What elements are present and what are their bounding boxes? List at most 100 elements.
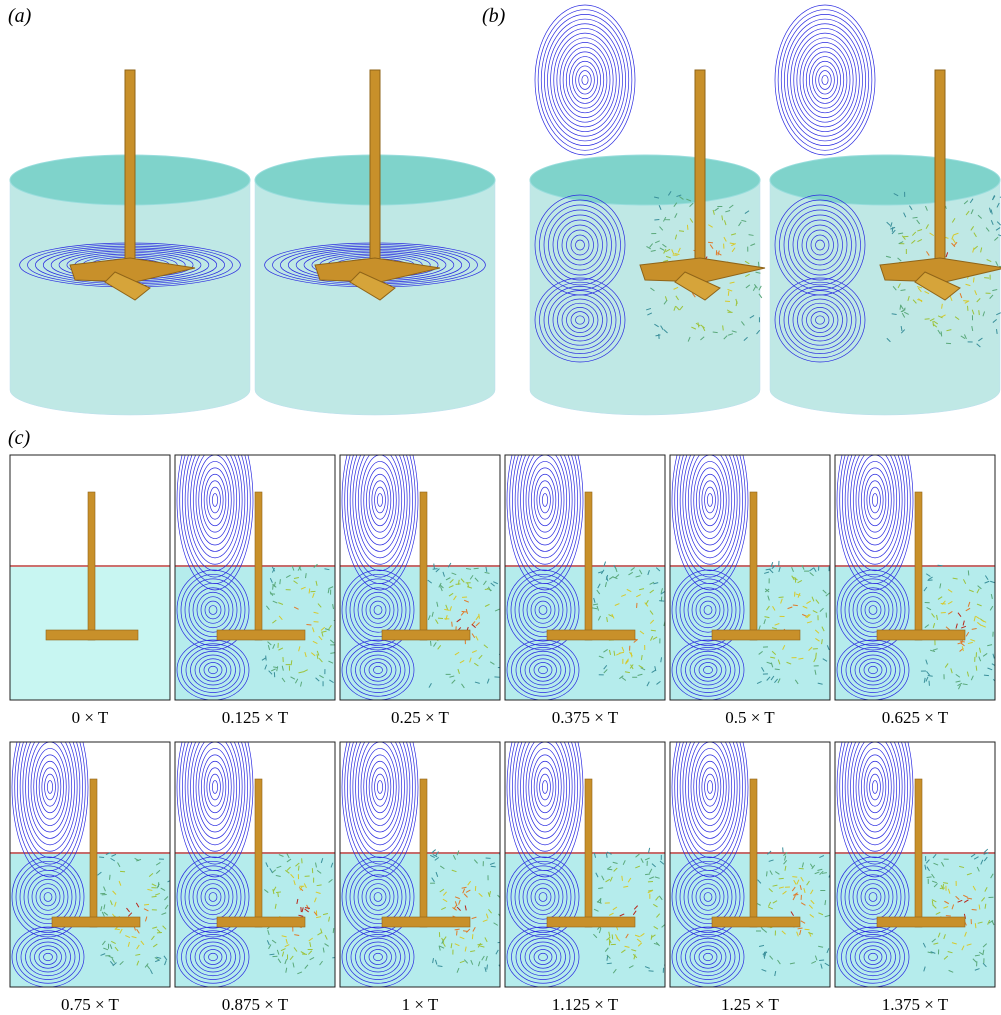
caption: 0.875 × T bbox=[222, 995, 289, 1014]
frame bbox=[340, 410, 503, 700]
streamline bbox=[809, 57, 840, 104]
frame bbox=[10, 697, 172, 987]
blade bbox=[46, 630, 138, 640]
streamline bbox=[775, 5, 875, 155]
frame bbox=[340, 697, 503, 987]
blade bbox=[217, 917, 305, 927]
tank bbox=[530, 5, 765, 415]
caption: 1 × T bbox=[402, 995, 439, 1014]
frame bbox=[175, 410, 339, 700]
flow-vector bbox=[474, 568, 479, 569]
flow-vector bbox=[799, 868, 804, 869]
streamline bbox=[566, 52, 604, 108]
caption: 0.5 × T bbox=[725, 708, 775, 727]
caption: 0.625 × T bbox=[882, 708, 949, 727]
flow-vector bbox=[976, 666, 977, 671]
streamline bbox=[800, 43, 850, 118]
flow-vector bbox=[280, 579, 281, 584]
flow-vector bbox=[612, 934, 613, 939]
panel-label: (a) bbox=[8, 5, 32, 27]
frame bbox=[835, 697, 999, 987]
flow-vector bbox=[925, 319, 930, 320]
tank-body bbox=[530, 180, 760, 415]
blade bbox=[877, 630, 965, 640]
shaft bbox=[750, 779, 757, 927]
streamline bbox=[788, 24, 863, 137]
flow-vector bbox=[973, 277, 974, 282]
caption: 0.125 × T bbox=[222, 708, 289, 727]
streamline bbox=[560, 43, 610, 118]
flow-vector bbox=[306, 573, 307, 578]
flow-vector bbox=[99, 857, 104, 858]
caption: 1.25 × T bbox=[721, 995, 780, 1014]
flow-vector bbox=[779, 878, 784, 879]
flow-vector bbox=[298, 866, 299, 871]
flow-vector bbox=[816, 653, 817, 658]
streamline bbox=[813, 61, 838, 99]
flow-vector bbox=[728, 291, 729, 296]
streamline bbox=[781, 14, 869, 145]
flow-vector bbox=[457, 930, 458, 935]
blade bbox=[547, 630, 635, 640]
caption: 0.75 × T bbox=[61, 995, 120, 1014]
streamline bbox=[557, 38, 613, 122]
flow-vector bbox=[452, 622, 453, 627]
tank bbox=[255, 70, 495, 415]
frame bbox=[175, 697, 337, 987]
streamline bbox=[791, 28, 860, 131]
shaft bbox=[88, 492, 95, 640]
flow-vector bbox=[805, 929, 810, 930]
flow-vector bbox=[491, 866, 496, 867]
flow-vector bbox=[687, 225, 688, 230]
flow-vector bbox=[927, 877, 932, 878]
flow-vector bbox=[110, 875, 111, 880]
shaft bbox=[750, 492, 757, 640]
flow-vector bbox=[665, 919, 670, 921]
flow-vector bbox=[291, 660, 292, 665]
streamline bbox=[579, 71, 592, 90]
shaft bbox=[255, 492, 262, 640]
shaft bbox=[935, 70, 945, 275]
blade bbox=[877, 917, 965, 927]
streamline bbox=[573, 61, 598, 99]
streamline bbox=[538, 10, 632, 151]
shaft bbox=[90, 779, 97, 927]
flow-vector bbox=[975, 923, 976, 928]
flow-vector bbox=[487, 965, 488, 970]
caption: 0 × T bbox=[72, 708, 109, 727]
flow-vector bbox=[485, 589, 490, 590]
streamline bbox=[551, 28, 620, 131]
blade bbox=[712, 917, 800, 927]
figure: (a) (b) (c) 0 × T0.125 × T0.25 × T0.375 … bbox=[0, 0, 1001, 1015]
flow-vector bbox=[334, 620, 339, 621]
flow-vector bbox=[651, 630, 656, 631]
flow-vector bbox=[792, 877, 797, 878]
streamline bbox=[797, 38, 853, 122]
shaft bbox=[420, 492, 427, 640]
flow-vector bbox=[276, 892, 281, 893]
flow-vector bbox=[779, 597, 784, 598]
flow-vector bbox=[431, 641, 432, 646]
shaft bbox=[915, 492, 922, 640]
tank bbox=[10, 70, 250, 415]
tank-body bbox=[770, 180, 1000, 415]
panel-label: (b) bbox=[482, 5, 506, 27]
blade bbox=[217, 630, 305, 640]
shaft bbox=[125, 70, 135, 275]
flow-vector bbox=[144, 904, 149, 905]
streamline bbox=[778, 10, 872, 151]
flow-vector bbox=[273, 585, 274, 590]
flow-vector bbox=[984, 675, 989, 676]
shaft bbox=[370, 70, 380, 275]
blade bbox=[52, 917, 140, 927]
flow-vector bbox=[631, 652, 632, 657]
flow-vector bbox=[723, 325, 724, 330]
frame bbox=[10, 455, 170, 700]
flow-vector bbox=[767, 871, 768, 876]
shaft bbox=[915, 779, 922, 927]
frame bbox=[505, 697, 670, 987]
streamline bbox=[541, 14, 629, 145]
flow-vector bbox=[600, 898, 601, 903]
flow-vector bbox=[309, 588, 310, 593]
flow-vector bbox=[996, 329, 997, 334]
